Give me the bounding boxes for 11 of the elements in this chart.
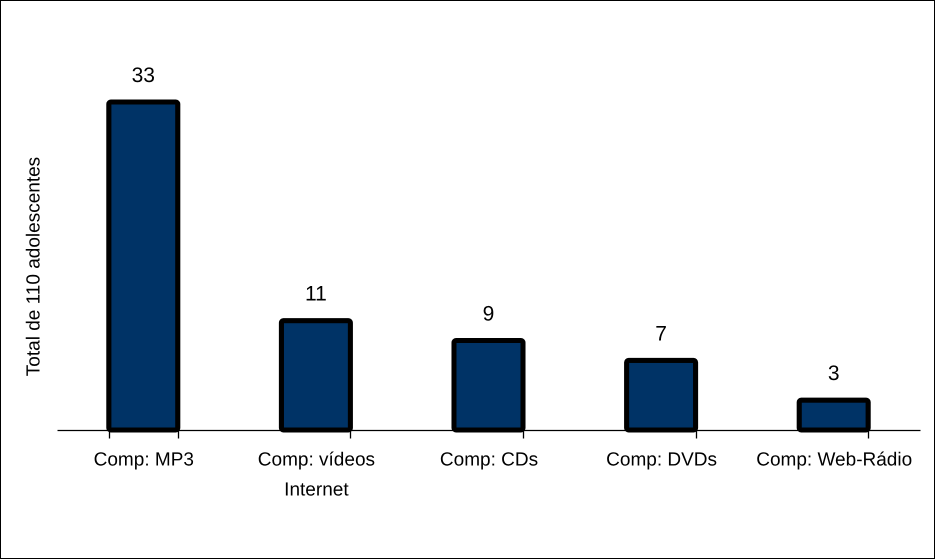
y-axis-title: Total de 110 adolescentes [24,156,44,376]
x-tick-label: Comp: Web-Rádio [756,450,912,470]
data-label: 3 [828,362,840,386]
x-tick-label: Comp: DVDs [606,450,718,470]
x-tick-label: Comp: CDs [440,450,538,470]
data-label: 7 [655,322,667,346]
x-tick-label: Comp: MP3 [94,450,194,470]
data-label: 33 [132,64,155,87]
data-label: 11 [304,282,327,306]
data-label: 9 [482,302,494,326]
x-tick-label: Comp: vídeos Internet [258,450,376,500]
